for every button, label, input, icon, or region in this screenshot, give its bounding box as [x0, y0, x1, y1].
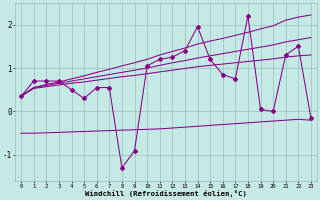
X-axis label: Windchill (Refroidissement éolien,°C): Windchill (Refroidissement éolien,°C)	[85, 190, 247, 197]
